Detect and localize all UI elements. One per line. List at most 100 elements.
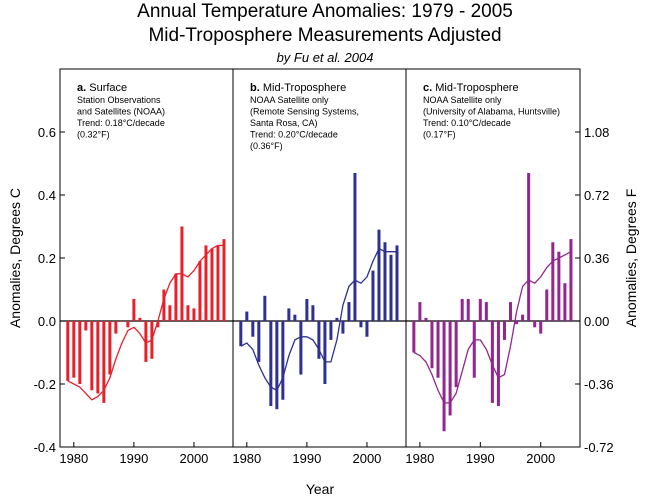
bar-1997 bbox=[174, 273, 178, 321]
bar-2003 bbox=[557, 251, 561, 321]
bar-1994 bbox=[329, 321, 333, 340]
bar-1981 bbox=[424, 317, 428, 321]
panel-letter: c. bbox=[423, 82, 432, 94]
bar-1991 bbox=[311, 305, 315, 321]
bar-1981 bbox=[251, 321, 255, 337]
x-tick-label: 1980 bbox=[405, 451, 434, 466]
bar-1991 bbox=[484, 302, 488, 321]
y-tick-label-right: 1.08 bbox=[584, 125, 609, 140]
y-tick-label-left: -0.2 bbox=[34, 377, 56, 392]
bar-1997 bbox=[521, 314, 525, 321]
bar-1997 bbox=[347, 302, 351, 321]
bar-1992 bbox=[490, 321, 494, 403]
bar-1989 bbox=[472, 321, 476, 378]
y-tick-label-left: 0.6 bbox=[38, 125, 56, 140]
bar-1984 bbox=[442, 321, 446, 432]
panel-note: Trend: 0.10°C/decade bbox=[423, 118, 511, 128]
panel-title: c. Mid-Troposphere bbox=[423, 82, 519, 94]
bar-1982 bbox=[430, 321, 434, 369]
panel-name: Mid-Troposphere bbox=[432, 82, 518, 94]
bar-1983 bbox=[263, 295, 267, 321]
bar-2001 bbox=[371, 270, 375, 321]
panel-note: Trend: 0.20°C/decade bbox=[250, 130, 338, 140]
bar-1995 bbox=[509, 302, 513, 321]
panel-note: Trend: 0.18°C/decade bbox=[77, 118, 165, 128]
bar-2005 bbox=[222, 239, 226, 321]
y-tick-label-left: 0.2 bbox=[38, 251, 56, 266]
y-tick-label-left: 0.4 bbox=[38, 188, 56, 203]
bar-1985 bbox=[448, 321, 452, 416]
bar-1979 bbox=[66, 321, 70, 381]
y-tick-label-right: -0.36 bbox=[584, 377, 614, 392]
bar-1988 bbox=[293, 314, 297, 321]
y-axis-label-left: Anomalies, Degrees C bbox=[7, 188, 23, 328]
panel-note: (0.17°F) bbox=[423, 130, 456, 140]
bar-1982 bbox=[257, 321, 261, 362]
panel-note: (University of Alabama, Huntsville) bbox=[423, 107, 560, 117]
panel-note: NOAA Satellite only bbox=[250, 95, 329, 105]
bar-1982 bbox=[84, 321, 88, 331]
bar-1979 bbox=[239, 321, 243, 347]
bar-1986 bbox=[281, 321, 285, 400]
bar-1998 bbox=[353, 172, 357, 321]
bar-1994 bbox=[502, 321, 506, 340]
bar-1993 bbox=[496, 321, 500, 407]
panel-note: Santa Rosa, CA) bbox=[250, 118, 318, 128]
bar-1980 bbox=[72, 321, 76, 378]
bar-1983 bbox=[90, 321, 94, 391]
x-tick-label: 1980 bbox=[59, 451, 88, 466]
bar-1987 bbox=[114, 321, 118, 334]
panel-note: (0.32°F) bbox=[77, 130, 110, 140]
bar-1990 bbox=[478, 298, 482, 321]
bar-1995 bbox=[335, 317, 339, 321]
panel-note: (Remote Sensing Systems, bbox=[250, 107, 359, 117]
bar-1983 bbox=[436, 321, 440, 378]
bar-1989 bbox=[126, 321, 130, 328]
x-tick-label: 1980 bbox=[232, 451, 261, 466]
bar-1980 bbox=[245, 311, 249, 321]
y-tick-label-right: 0.00 bbox=[584, 314, 609, 329]
y-tick-label-left: -0.4 bbox=[34, 440, 56, 455]
bar-2000 bbox=[539, 321, 543, 334]
panel-note: and Satellites (NOAA) bbox=[77, 107, 165, 117]
bar-2004 bbox=[563, 283, 567, 321]
bar-1979 bbox=[412, 321, 416, 353]
bar-1986 bbox=[108, 321, 112, 375]
bar-1988 bbox=[120, 321, 124, 322]
panel-note: Station Observations bbox=[77, 95, 161, 105]
bar-1990 bbox=[305, 298, 309, 321]
bar-2005 bbox=[395, 245, 399, 321]
y-axis-label-right: Anomalies, Degrees F bbox=[623, 189, 639, 328]
bar-2001 bbox=[545, 289, 549, 321]
panel-title: a. Surface bbox=[77, 82, 127, 94]
bar-1999 bbox=[186, 305, 190, 321]
bar-2001 bbox=[198, 261, 202, 321]
bar-1980 bbox=[418, 302, 422, 321]
x-tick-label: 2000 bbox=[526, 451, 555, 466]
y-tick-label-right: -0.72 bbox=[584, 440, 614, 455]
bar-1996 bbox=[341, 321, 345, 334]
bar-2004 bbox=[389, 254, 393, 321]
bar-1994 bbox=[156, 321, 160, 328]
chart-title: Annual Temperature Anomalies: 1979 - 200… bbox=[137, 1, 513, 22]
bar-1988 bbox=[466, 298, 470, 321]
bar-1991 bbox=[138, 317, 142, 321]
bar-2004 bbox=[216, 245, 220, 321]
bar-2005 bbox=[569, 239, 573, 321]
bar-2002 bbox=[204, 245, 208, 321]
bar-1999 bbox=[359, 321, 363, 328]
bar-1990 bbox=[132, 298, 136, 321]
x-tick-label: 2000 bbox=[179, 451, 208, 466]
bar-1993 bbox=[323, 321, 327, 384]
bar-1998 bbox=[527, 172, 531, 321]
bar-2000 bbox=[365, 321, 369, 337]
x-tick-label: 1990 bbox=[292, 451, 321, 466]
bar-1989 bbox=[299, 321, 303, 375]
panel-letter: b. bbox=[250, 82, 260, 94]
bar-1986 bbox=[454, 321, 458, 388]
panel-note: NOAA Satellite only bbox=[423, 95, 502, 105]
y-tick-label-right: 0.36 bbox=[584, 251, 609, 266]
panel-letter: a. bbox=[77, 82, 86, 94]
panel-name: Mid-Troposphere bbox=[260, 82, 346, 94]
trend-line bbox=[240, 247, 397, 392]
